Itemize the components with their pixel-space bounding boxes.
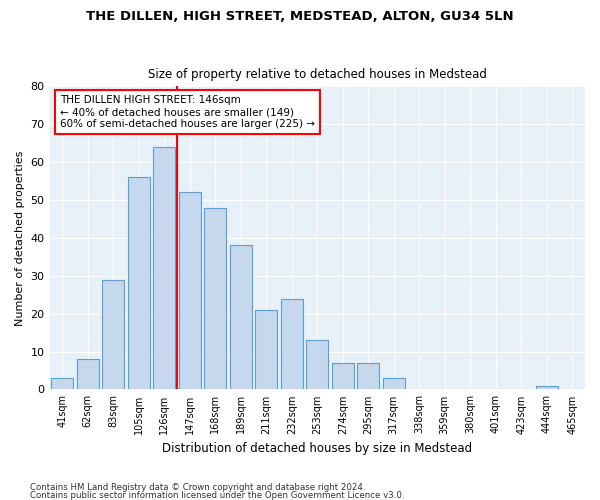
Bar: [103, 280, 124, 390]
Bar: [536, 386, 557, 390]
Text: THE DILLEN HIGH STREET: 146sqm
← 40% of detached houses are smaller (149)
60% of: THE DILLEN HIGH STREET: 146sqm ← 40% of …: [60, 96, 315, 128]
Bar: [154, 147, 175, 390]
Bar: [205, 208, 226, 390]
Text: Contains public sector information licensed under the Open Government Licence v3: Contains public sector information licen…: [30, 491, 404, 500]
Title: Size of property relative to detached houses in Medstead: Size of property relative to detached ho…: [148, 68, 487, 81]
Bar: [179, 192, 200, 390]
Bar: [332, 363, 353, 390]
Bar: [52, 378, 73, 390]
Bar: [128, 178, 149, 390]
Bar: [358, 363, 379, 390]
X-axis label: Distribution of detached houses by size in Medstead: Distribution of detached houses by size …: [162, 442, 472, 455]
Bar: [383, 378, 404, 390]
Bar: [230, 246, 251, 390]
Bar: [256, 310, 277, 390]
Bar: [281, 298, 302, 390]
Text: Contains HM Land Registry data © Crown copyright and database right 2024.: Contains HM Land Registry data © Crown c…: [30, 484, 365, 492]
Bar: [307, 340, 328, 390]
Y-axis label: Number of detached properties: Number of detached properties: [15, 150, 25, 326]
Bar: [77, 359, 98, 390]
Text: THE DILLEN, HIGH STREET, MEDSTEAD, ALTON, GU34 5LN: THE DILLEN, HIGH STREET, MEDSTEAD, ALTON…: [86, 10, 514, 23]
